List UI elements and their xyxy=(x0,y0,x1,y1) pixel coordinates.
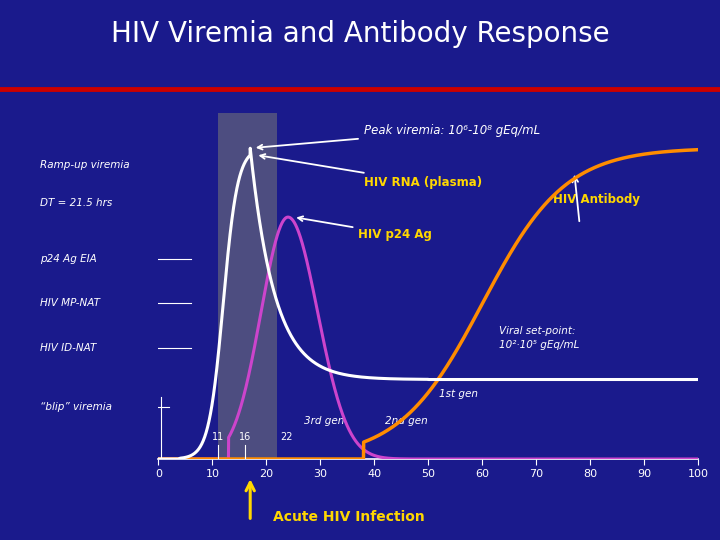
Text: Ramp-up viremia: Ramp-up viremia xyxy=(40,160,129,170)
Text: HIV RNA (plasma): HIV RNA (plasma) xyxy=(261,154,482,189)
Text: Peak viremia: 10⁶-10⁸ gEq/mL: Peak viremia: 10⁶-10⁸ gEq/mL xyxy=(258,124,540,150)
Text: Acute HIV Infection: Acute HIV Infection xyxy=(274,510,425,524)
Text: HIV p24 Ag: HIV p24 Ag xyxy=(298,217,432,241)
Text: HIV ID-NAT: HIV ID-NAT xyxy=(40,343,96,353)
Text: “blip” viremia: “blip” viremia xyxy=(40,402,112,412)
Text: DT = 21.5 hrs: DT = 21.5 hrs xyxy=(40,198,112,208)
Text: 1st gen: 1st gen xyxy=(439,389,478,399)
Text: HIV Antibody: HIV Antibody xyxy=(553,193,639,206)
Text: 16: 16 xyxy=(238,431,251,442)
Text: Viral set-point:
10²·10⁵ gEq/mL: Viral set-point: 10²·10⁵ gEq/mL xyxy=(498,326,579,350)
Text: p24 Ag EIA: p24 Ag EIA xyxy=(40,254,96,264)
Text: HIV Viremia and Antibody Response: HIV Viremia and Antibody Response xyxy=(111,20,609,48)
Text: 3rd gen: 3rd gen xyxy=(305,416,345,427)
Text: 2nd gen: 2nd gen xyxy=(385,416,428,427)
Text: HIV MP-NAT: HIV MP-NAT xyxy=(40,299,99,308)
Text: 11: 11 xyxy=(212,431,224,442)
Text: 22: 22 xyxy=(280,431,292,442)
Bar xyxy=(218,113,277,459)
